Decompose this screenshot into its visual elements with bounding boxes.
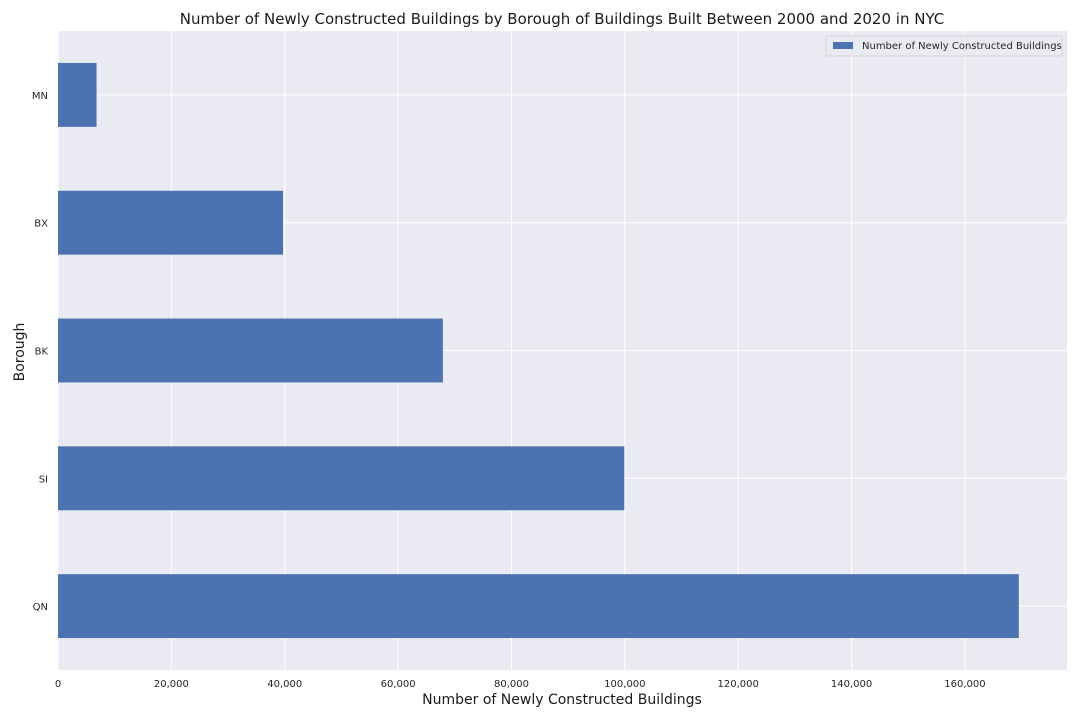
bar-qn [58, 574, 1019, 639]
legend-swatch [833, 42, 853, 49]
legend-box [825, 35, 1063, 57]
x-axis-ticks: 0 20,000 40,000 60,000 80,000 100,000 120,000 1… [55, 679, 986, 690]
legend: Number of Newly Constructed Buildings [825, 35, 1063, 57]
y-tick-label: BX [34, 219, 48, 230]
y-tick-label: BK [35, 347, 49, 358]
x-tick-label: 120,000 [718, 679, 759, 690]
x-tick-label: 100,000 [604, 679, 645, 690]
x-tick-label: 80,000 [494, 679, 529, 690]
x-tick-label: 40,000 [267, 679, 302, 690]
x-tick-label: 160,000 [944, 679, 985, 690]
bar-bx [58, 190, 284, 255]
x-tick-label: 0 [55, 679, 61, 690]
bars [58, 62, 1019, 639]
x-axis-label: Number of Newly Constructed Buildings [422, 692, 702, 708]
y-tick-label: QN [33, 602, 48, 613]
y-axis-ticks: QN SI BK BX MN [32, 91, 49, 613]
bar-bk [58, 318, 443, 383]
x-tick-label: 20,000 [154, 679, 189, 690]
chart-title: Number of Newly Constructed Buildings by… [180, 10, 945, 28]
y-tick-label: MN [32, 91, 48, 102]
x-tick-label: 60,000 [381, 679, 416, 690]
bar-mn [58, 62, 97, 127]
bar-si [58, 446, 625, 511]
x-tick-label: 140,000 [831, 679, 872, 690]
y-axis-label: Borough [12, 323, 28, 382]
y-tick-label: SI [39, 474, 48, 485]
legend-label: Number of Newly Constructed Buildings [862, 41, 1062, 52]
